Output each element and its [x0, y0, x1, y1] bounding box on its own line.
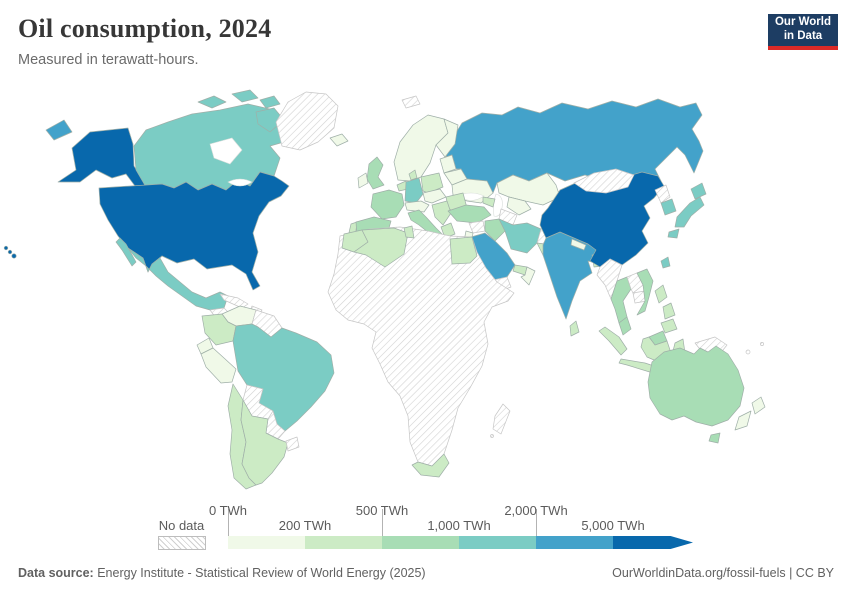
country-taiwan[interactable]	[660, 256, 671, 269]
country-indonesia-sumatra[interactable]	[598, 326, 628, 356]
country-iceland[interactable]	[329, 133, 349, 147]
world-choropleth-map	[3, 89, 766, 490]
owid-logo-line1: Our World	[774, 16, 831, 29]
country-north-korea[interactable]	[654, 184, 671, 204]
country-philippines[interactable]	[654, 284, 678, 334]
country-syria[interactable]	[468, 220, 486, 234]
country-czechia-hungary[interactable]	[422, 188, 447, 204]
country-algeria[interactable]	[353, 227, 409, 268]
country-united-states-hawaii[interactable]	[3, 245, 9, 251]
data-source-label: Data source:	[18, 566, 94, 580]
country-new-zealand-north[interactable]	[751, 396, 766, 415]
legend-tick-500	[382, 509, 383, 536]
island-mauritius[interactable]	[490, 434, 494, 438]
country-south-korea[interactable]	[660, 198, 677, 216]
country-canada-arctic-islands[interactable]	[197, 89, 285, 133]
legend-label-0: 0 TWh	[208, 503, 248, 518]
country-madagascar[interactable]	[492, 403, 511, 435]
country-australia-tasmania[interactable]	[708, 432, 721, 444]
country-denmark[interactable]	[408, 169, 418, 181]
legend-no-data-swatch[interactable]	[158, 536, 206, 550]
country-united-states-hawaii-3[interactable]	[11, 253, 17, 259]
country-egypt[interactable]	[449, 236, 478, 265]
hudson-bay	[209, 137, 243, 165]
region-africa-no-data[interactable]	[327, 226, 515, 467]
country-peru[interactable]	[200, 347, 237, 384]
country-uruguay[interactable]	[285, 436, 300, 452]
country-sri-lanka[interactable]	[569, 320, 580, 337]
legend-swatch-bin6-arrow[interactable]	[613, 536, 693, 549]
country-japan[interactable]	[667, 182, 707, 239]
country-switzerland-austria[interactable]	[404, 200, 430, 213]
country-thailand[interactable]	[610, 276, 632, 324]
legend-swatch-bin4[interactable]	[459, 536, 536, 549]
country-united-states[interactable]	[98, 171, 290, 291]
country-united-kingdom[interactable]	[366, 156, 385, 190]
country-russia-chukotka[interactable]	[45, 119, 73, 141]
region-balkans[interactable]	[431, 200, 452, 226]
legend-swatch-bin3[interactable]	[382, 536, 459, 549]
legend-label-2000: 2,000 TWh	[504, 503, 568, 518]
country-ireland[interactable]	[357, 172, 369, 189]
country-argentina[interactable]	[240, 399, 289, 486]
country-iraq[interactable]	[484, 218, 506, 242]
country-nepal[interactable]	[570, 238, 587, 251]
legend-swatch-bin5[interactable]	[536, 536, 613, 549]
country-svalbard[interactable]	[401, 95, 421, 109]
legend-label-1000: 1,000 TWh	[427, 518, 491, 533]
country-mexico[interactable]	[127, 247, 229, 311]
country-baltics[interactable]	[439, 154, 457, 174]
owid-url-license[interactable]: OurWorldinData.org/fossil-fuels | CC BY	[612, 566, 834, 580]
legend-tick-2000	[536, 509, 537, 536]
island-fiji[interactable]	[760, 342, 764, 346]
legend-no-data-label: No data	[158, 518, 205, 533]
data-source-text: Energy Institute - Statistical Review of…	[93, 566, 426, 580]
chart-subtitle: Measured in terawatt-hours.	[18, 52, 199, 68]
country-cuba[interactable]	[219, 293, 249, 309]
country-uzbekistan[interactable]	[506, 196, 532, 216]
country-mexico-baja[interactable]	[115, 237, 137, 267]
legend-label-200: 200 TWh	[278, 518, 332, 533]
country-united-arab-emirates[interactable]	[512, 264, 528, 276]
country-turkey[interactable]	[447, 204, 492, 224]
chart-footer: Data source: Energy Institute - Statisti…	[18, 566, 834, 580]
country-new-zealand-south[interactable]	[734, 410, 752, 431]
great-lakes	[227, 178, 253, 187]
page-title: Oil consumption, 2024	[18, 14, 272, 43]
legend-tick-0	[228, 509, 229, 536]
country-france[interactable]	[370, 189, 405, 220]
country-oman[interactable]	[520, 266, 536, 286]
country-vietnam[interactable]	[636, 268, 654, 316]
country-russia[interactable]	[445, 98, 704, 194]
legend-label-500: 500 TWh	[355, 503, 409, 518]
country-iran[interactable]	[498, 218, 542, 254]
country-australia[interactable]	[647, 345, 745, 427]
country-laos[interactable]	[626, 272, 644, 294]
country-germany[interactable]	[404, 177, 424, 204]
map-legend: No data 0 TWh 200 TWh 500 TWh 1,000 TWh …	[158, 503, 718, 553]
owid-logo[interactable]: Our World in Data	[768, 14, 838, 50]
owid-logo-line2: in Data	[783, 30, 823, 42]
data-source-note: Data source: Energy Institute - Statisti…	[18, 566, 426, 580]
region-caucasus[interactable]	[482, 196, 496, 208]
island-new-caledonia[interactable]	[745, 349, 751, 355]
legend-swatch-bin1[interactable]	[228, 536, 305, 549]
legend-label-5000: 5,000 TWh	[581, 518, 645, 533]
country-tunisia[interactable]	[403, 225, 415, 239]
country-mongolia[interactable]	[573, 168, 635, 194]
legend-swatch-bin2[interactable]	[305, 536, 382, 549]
country-south-africa[interactable]	[411, 453, 450, 478]
country-united-states-hawaii-2[interactable]	[7, 249, 13, 255]
country-greenland[interactable]	[275, 91, 339, 151]
